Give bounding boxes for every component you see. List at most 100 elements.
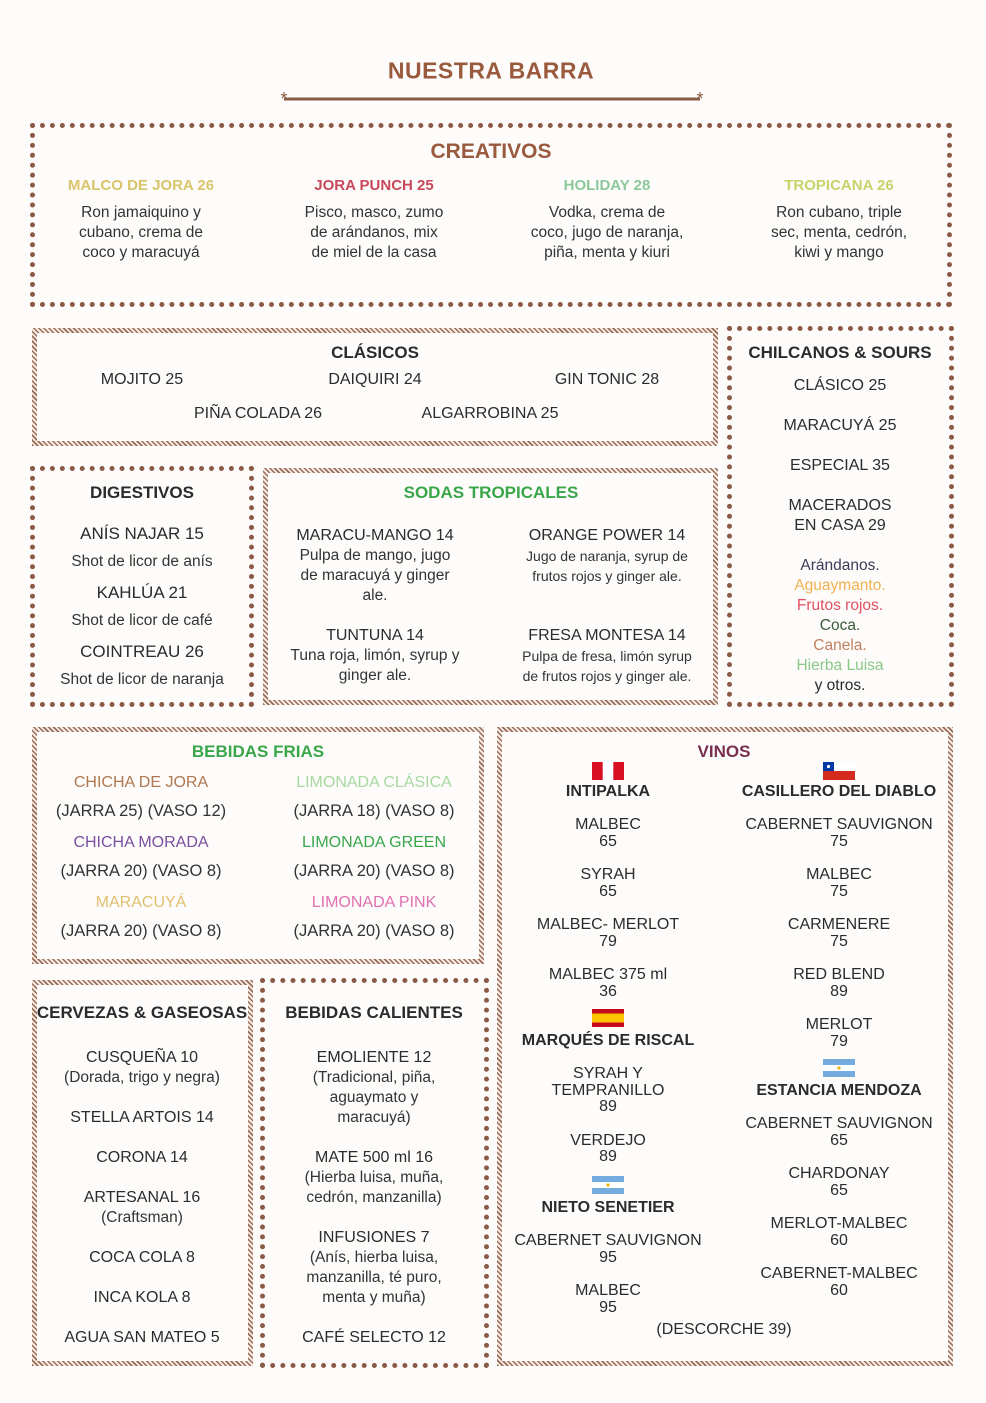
section-title: CHILCANOS & SOURS [748,343,932,362]
cervezas-section [32,980,253,1366]
cocktail-desc: Ron jamaiquino y [81,204,201,221]
winery-name: CASILLERO DEL DIABLO [741,783,937,800]
item-desc: Shot de licor de anís [71,553,213,570]
cocktail-desc: kiwi y mango [794,244,884,261]
wine-line: CABERNET SAUVIGNON [745,1115,933,1132]
cocktail-desc: Vodka, crema de [548,204,666,221]
wine-line: 75 [830,932,848,950]
cocktail-desc: de arándanos, mix [310,224,438,241]
flavor: Arándanos. [800,557,880,574]
menu-item: ANÍS NAJAR 15 [80,524,204,543]
item-desc: Jugo de naranja, syrup de [526,548,688,564]
item-desc: aguaymato y [329,1089,419,1106]
item-desc: (Craftsman) [101,1209,183,1226]
flavor: Canela. [813,637,867,654]
wine-line: CABERNET-MALBEC [760,1265,918,1282]
wine-line: VERDEJO [570,1131,646,1149]
item-desc: (Hierba luisa, muña, [304,1169,444,1186]
wine-line: MERLOT-MALBEC [770,1215,908,1232]
wine-line: 75 [830,832,848,850]
wine-line: CHARDONAY [788,1165,890,1182]
argentina-flag-icon [823,1059,855,1077]
wine-line: 65 [830,1181,848,1199]
menu-item: AGUA SAN MATEO 5 [64,1329,220,1346]
chile-flag-icon [823,762,855,780]
wine-line: 89 [830,982,848,1000]
menu-item: ESPECIAL 35 [790,457,890,474]
wine-line: RED BLEND [793,966,885,983]
page-title: NUESTRA BARRA [387,57,595,84]
section-title: CLÁSICOS [331,343,419,362]
wine-line: MALBEC [806,866,872,883]
flavor: Coca. [819,617,861,634]
menu-item: EMOLIENTE 12 [316,1049,432,1066]
cocktail-name: JORA PUNCH 25 [314,177,434,194]
menu-item: FRESA MONTESA 14 [528,627,686,644]
menu-item: EN CASA 29 [794,517,886,534]
flavor: Hierba Luisa [796,657,884,674]
item-desc: (Anís, hierba luisa, [309,1249,439,1266]
item-desc: frutos rojos y ginger ale. [532,568,682,584]
menu-item: MOJITO 25 [100,371,184,388]
drink-price: (JARRA 25) (VASO 12) [55,802,227,820]
item-desc: Pulpa de mango, jugo [299,547,451,564]
wine-line: SYRAH [580,866,636,883]
menu-item: COCA COLA 8 [89,1249,195,1266]
item-desc: Shot de licor de naranja [60,671,224,688]
wine-line: 65 [599,882,617,900]
wine-line: SYRAH Y [573,1065,643,1082]
section-title: CERVEZAS & GASEOSAS [36,1003,248,1022]
drink-name: MARACUYÁ [95,894,187,911]
wine-line: 60 [830,1281,848,1299]
digestivos-section [30,466,254,707]
cocktail-desc: Pisco, masco, zumo [304,204,444,221]
clasicos-section [32,328,718,446]
item-desc: cedrón, manzanilla) [306,1189,442,1206]
section-title: VINOS [697,742,751,761]
wine-line: MERLOT [805,1016,873,1033]
item-desc: de maracuyá y ginger [300,567,450,584]
drink-name: LIMONADA CLÁSICA [296,774,452,791]
section-title: BEBIDAS CALIENTES [285,1003,463,1022]
drink-name: LIMONADA PINK [311,894,437,911]
item-desc: Shot de licor de café [71,612,213,629]
drink-name: CHICHA MORADA [73,834,209,851]
wine-line: 65 [830,1131,848,1149]
flavor: y otros. [814,677,866,694]
menu-item: ALGARROBINA 25 [421,405,559,422]
menu-item: MARACU-MANGO 14 [296,527,454,544]
cocktail-name: HOLIDAY 28 [563,177,651,194]
drink-price: (JARRA 20) (VASO 8) [293,922,455,940]
item-desc: Tuna roja, limón, syrup y [290,647,460,664]
cocktail-desc: coco y maracuyá [82,244,200,261]
menu-item: MACERADOS [788,497,892,514]
svg-text:*: * [696,90,703,108]
item-desc: manzanilla, té puro, [306,1269,442,1286]
wine-line: CABERNET SAUVIGNON [745,816,933,833]
menu-item: CAFÉ SELECTO 12 [302,1329,446,1346]
item-desc: ginger ale. [338,667,412,684]
menu-item: CORONA 14 [96,1149,188,1166]
bebidas-calientes-section [260,978,489,1368]
cocktail-desc: de miel de la casa [311,244,437,261]
flavor: Frutos rojos. [796,597,884,614]
wine-line: MALBEC- MERLOT [536,916,680,933]
menu-item: MATE 500 ml 16 [315,1149,433,1166]
spain-flag-icon [592,1009,624,1027]
drink-price: (JARRA 20) (VASO 8) [60,862,222,880]
section-title: CREATIVOS [430,140,552,163]
creativos-section [30,123,952,307]
menu-item: ARTESANAL 16 [83,1189,201,1206]
menu-item: COINTREAU 26 [80,642,204,661]
wine-line: CARMENERE [787,916,891,933]
sodas-section [263,468,718,705]
item-desc: Pulpa de fresa, limón syrup [522,648,692,664]
drink-name: CHICHA DE JORA [73,774,209,791]
cocktail-desc: sec, menta, cedrón, [770,224,908,241]
item-desc: ale. [362,587,388,604]
drink-price: (JARRA 18) (VASO 8) [293,802,455,820]
wine-line: MALBEC [575,1282,641,1299]
menu-item: KAHLÚA 21 [96,583,188,602]
svg-text:*: * [280,90,287,108]
wine-line: 36 [599,982,617,1000]
